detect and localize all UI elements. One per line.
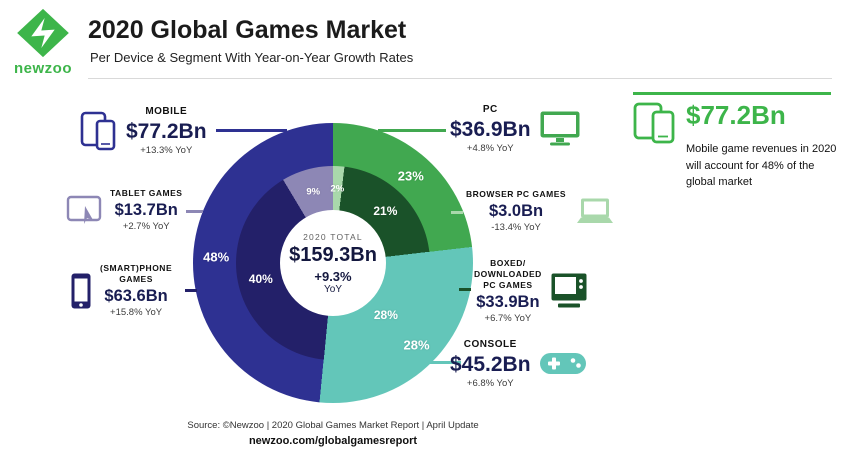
segment-percent-label: 9% [306, 186, 321, 198]
mobile-connector-line [216, 129, 287, 132]
annotation-label-line1: BOXED/ [490, 258, 526, 268]
annotation-label-line2: GAMES [119, 274, 153, 285]
annotation-label-line3: PC GAMES [483, 280, 533, 291]
annotation-yoy: +13.3% YoY [140, 145, 193, 157]
annotation-value: $36.9Bn [450, 118, 531, 141]
pc-monitor-icon [539, 110, 581, 147]
annotation-mobile: MOBILE $77.2Bn +13.3% YoY [80, 105, 207, 156]
annotation-yoy: +2.7% YoY [122, 221, 170, 233]
segment-percent-label: 40% [248, 272, 273, 287]
header-divider [88, 78, 832, 79]
segment-percent-label: 23% [397, 168, 424, 184]
chart-growth-unit: YoY [324, 283, 342, 295]
annotation-value: $3.0Bn [488, 202, 544, 221]
annotation-browser-pc: BROWSER PC GAMES $3.0Bn -13.4% YoY [466, 189, 616, 233]
segment-percent-label: 28% [403, 337, 430, 353]
annotation-label: PC [482, 104, 498, 115]
annotation-console: CONSOLE $45.2Bn +6.8% YoY [450, 338, 587, 389]
annotation-label-line2: DOWNLOADED [474, 269, 542, 280]
footer: Source: ©Newzoo | 2020 Global Games Mark… [133, 420, 533, 449]
annotation-label: CONSOLE [463, 339, 517, 350]
website-link[interactable]: newzoo.com/globalgamesreport [248, 435, 418, 447]
chart-total-growth: +9.3% [314, 268, 352, 284]
infographic-title: 2020 Global Games Market [88, 16, 407, 44]
callout-mobile-devices-icon [633, 102, 677, 144]
callout-text: Mobile game revenues in 2020 will accoun… [686, 143, 837, 188]
segment-percent-label: 2% [330, 183, 345, 195]
browser-connector-line [451, 211, 463, 214]
segment-percent-label: 28% [373, 307, 398, 322]
annotation-yoy: +4.8% YoY [466, 143, 514, 155]
annotation-yoy: +6.8% YoY [466, 378, 514, 390]
annotation-value: $13.7Bn [114, 201, 178, 220]
segment-percent-label: 48% [203, 249, 230, 265]
pc-connector-line [378, 129, 446, 132]
newzoo-logo-text: newzoo [14, 60, 72, 77]
smartphone-icon [70, 272, 92, 310]
chart-center-label: 2020 TOTAL [303, 231, 363, 242]
annotation-tablet: TABLET GAMES $13.7Bn +2.7% YoY [66, 188, 182, 232]
callout-value: $77.2Bn [686, 100, 786, 130]
donut-chart: 2020 TOTAL $159.3Bn +9.3% YoY 23% 28% 48% 2… [193, 123, 473, 403]
tablet-icon [66, 195, 102, 226]
boxed-pc-connector-line [459, 288, 471, 291]
annotation-yoy: -13.4% YoY [491, 222, 541, 234]
source-text: Source: ©Newzoo | 2020 Global Games Mark… [187, 420, 479, 431]
annotation-value: $63.6Bn [104, 287, 168, 306]
console-connector-line [430, 361, 461, 364]
mobile-devices-icon [80, 111, 118, 151]
annotation-yoy: +15.8% YoY [110, 307, 163, 319]
gamepad-icon [539, 349, 587, 379]
chart-total-value: $159.3Bn [289, 243, 377, 266]
annotation-boxed-pc: BOXED/ DOWNLOADED PC GAMES $33.9Bn +6.7%… [474, 258, 588, 324]
annotation-label: BROWSER PC GAMES [466, 189, 567, 199]
callout-divider [633, 92, 831, 95]
newzoo-logo-icon [16, 8, 70, 58]
annotation-smartphone: (SMART)PHONE GAMES $63.6Bn +15.8% YoY [70, 263, 172, 318]
infographic-subtitle: Per Device & Segment With Year-on-Year G… [90, 50, 414, 65]
annotation-value: $33.9Bn [476, 293, 540, 312]
annotation-label: TABLET GAMES [110, 188, 183, 198]
annotation-value: $77.2Bn [126, 120, 207, 143]
laptop-icon [574, 197, 616, 225]
annotation-pc: PC $36.9Bn +4.8% YoY [450, 103, 581, 154]
annotation-value: $45.2Bn [450, 353, 531, 376]
desktop-pc-icon [550, 272, 588, 310]
annotation-yoy: +6.7% YoY [484, 313, 532, 325]
segment-percent-label: 21% [373, 203, 398, 218]
annotation-label-line1: (SMART)PHONE [100, 263, 173, 273]
tablet-connector-line [186, 210, 203, 213]
smartphone-connector-line [185, 289, 197, 292]
donut-center: 2020 TOTAL $159.3Bn +9.3% YoY [280, 210, 386, 316]
annotation-label: MOBILE [145, 106, 188, 117]
